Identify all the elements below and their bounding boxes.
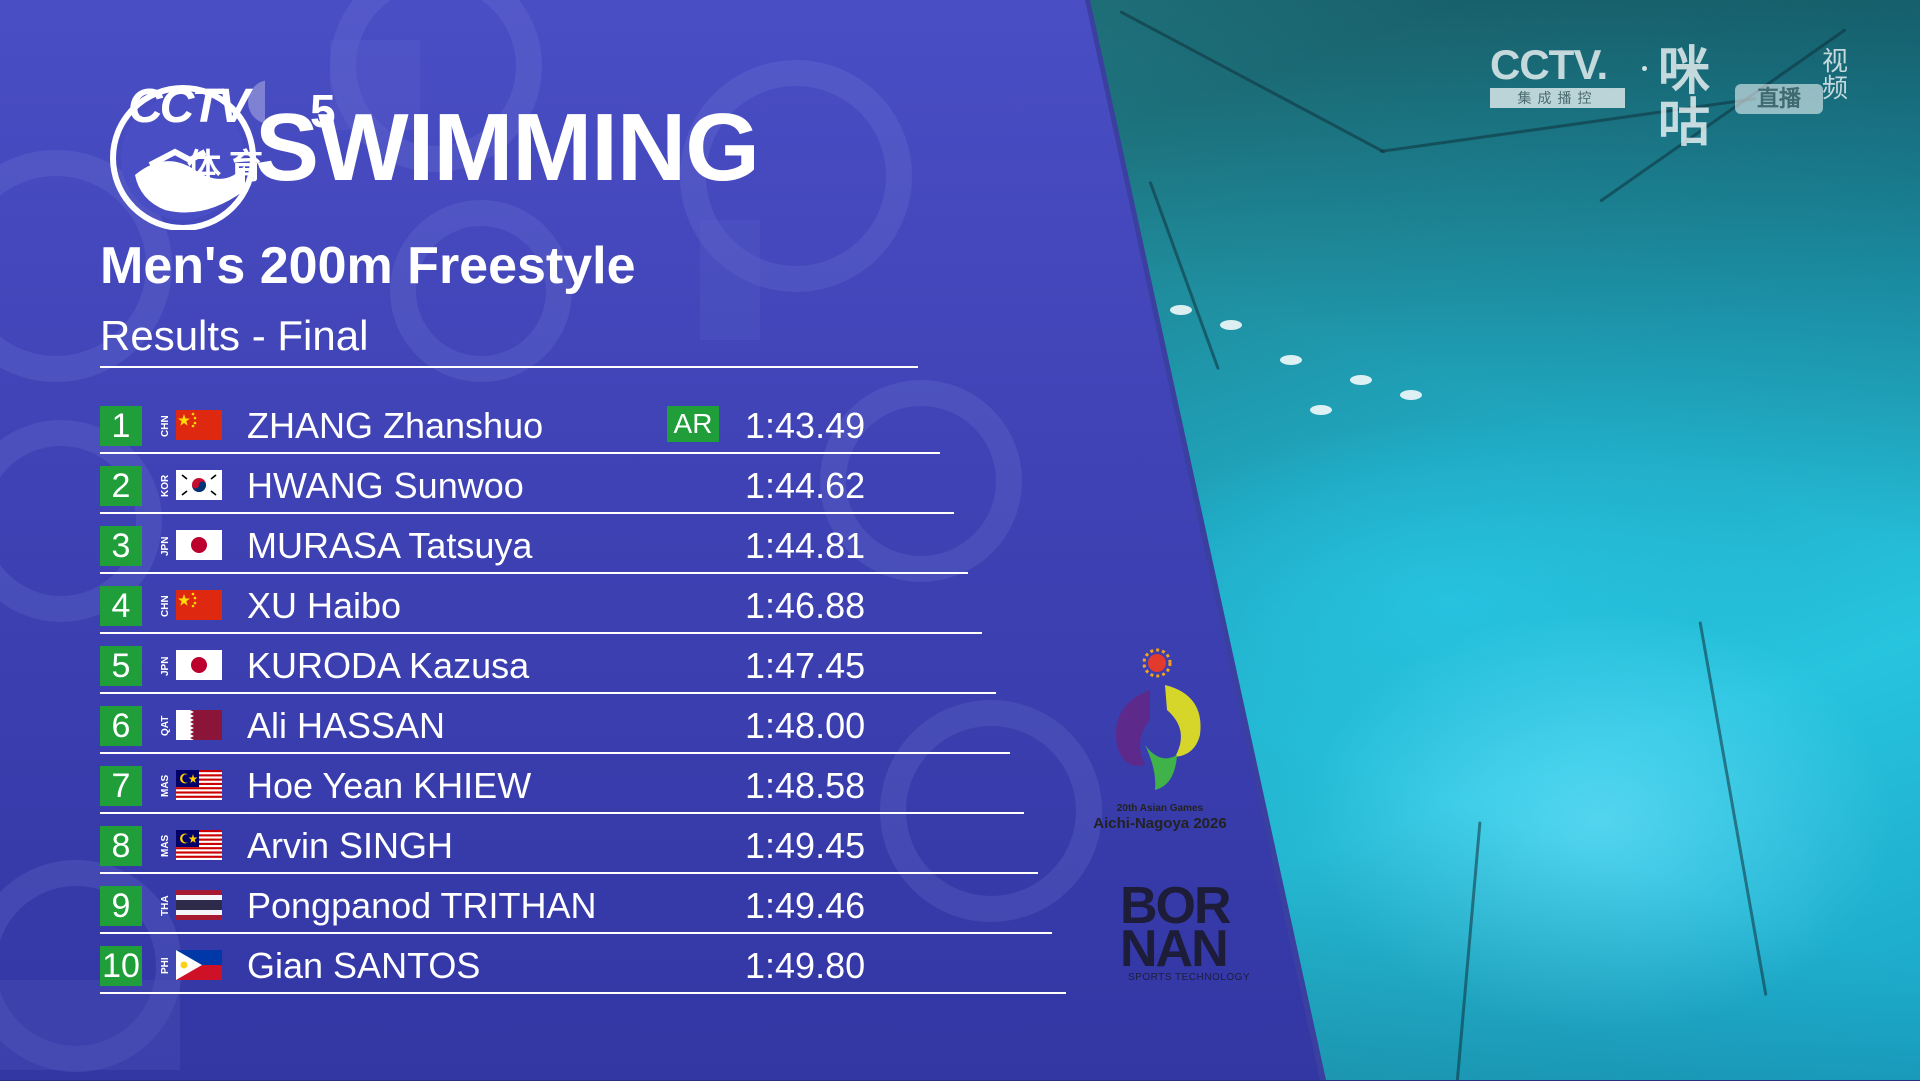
china-flag-icon (176, 410, 222, 440)
finish-time: 1:48.00 (745, 705, 866, 746)
result-row: 1 CHN ZHANG Zhanshuo AR 1:43.49 (100, 400, 1100, 460)
china-flag-icon (176, 590, 222, 620)
rank-badge: 5 (100, 646, 142, 686)
water-glint (1220, 320, 1242, 330)
result-row: 5 JPN KURODA Kazusa 1:47.45 (100, 640, 1100, 700)
noc-code: QAT (160, 715, 171, 737)
bornan-line2: NAN (1120, 919, 1229, 978)
watermark-video: 视频 (1822, 46, 1849, 104)
water-glint (1400, 390, 1422, 400)
finish-time: 1:49.80 (745, 945, 866, 986)
row-divider (100, 812, 1024, 814)
rank-badge: 2 (100, 466, 142, 506)
result-row: 6 QAT Ali HASSAN 1:48.00 (100, 700, 1100, 760)
noc-code: JPN (160, 536, 171, 556)
athlete-name: Pongpanod TRITHAN (247, 885, 597, 926)
noc-code: PHI (160, 957, 171, 975)
athlete-name: Ali HASSAN (247, 705, 446, 746)
athlete-name: MURASA Tatsuya (247, 525, 533, 566)
finish-time: 1:43.49 (745, 405, 866, 446)
asian-games-edition: 20th Asian Games (1116, 803, 1204, 814)
japan-flag-icon (176, 650, 222, 680)
channel-logo-chars: 体育 (187, 148, 271, 186)
row-divider (100, 632, 982, 634)
noc-code: JPN (160, 656, 171, 676)
noc-code: MAS (160, 834, 171, 858)
water-glint (1350, 375, 1372, 385)
row-divider (100, 452, 940, 454)
row-divider (100, 872, 1038, 874)
watermark-cctv: CCTV. (1490, 41, 1608, 88)
noc-code: THA (160, 895, 171, 917)
finish-time: 1:48.58 (745, 765, 866, 806)
rank-badge: 4 (100, 586, 142, 626)
cctv-logo-text: CCTV (128, 80, 250, 133)
result-row: 9 THA Pongpanod TRITHAN 1:49.46 (100, 880, 1100, 940)
water-glint (1170, 305, 1192, 315)
athlete-name: Gian SANTOS (247, 945, 481, 986)
philippines-flag-icon (176, 950, 222, 980)
record-badge: AR (667, 406, 719, 442)
row-divider (100, 932, 1052, 934)
finish-time: 1:46.88 (745, 585, 866, 626)
noc-code: CHN (160, 415, 171, 437)
cctv5-logo-icon (110, 80, 265, 230)
rank-badge: 6 (100, 706, 142, 746)
watermark-dot (1642, 66, 1647, 71)
finish-time: 1:44.62 (745, 465, 866, 506)
results-label: Results - Final (100, 312, 369, 359)
athlete-name: ZHANG Zhanshuo (247, 405, 544, 446)
bornan-subtitle: SPORTS TECHNOLOGY (1128, 972, 1251, 983)
qatar-flag-icon (176, 710, 222, 740)
result-row: 7 MAS Hoe Yean KHIEW 1:48.58 (100, 760, 1100, 820)
row-divider (100, 752, 1010, 754)
header-divider (100, 366, 918, 368)
athlete-name: Arvin SINGH (247, 825, 454, 866)
watermark-migu: 咪咕 (1658, 43, 1710, 153)
rank-badge: 7 (100, 766, 142, 806)
row-divider (100, 692, 996, 694)
finish-time: 1:49.45 (745, 825, 866, 866)
water-glint (1280, 355, 1302, 365)
athlete-name: Hoe Yean KHIEW (247, 765, 532, 806)
row-divider (100, 572, 968, 574)
athlete-name: HWANG Sunwoo (247, 465, 524, 506)
row-divider (100, 512, 954, 514)
result-row: 8 MAS Arvin SINGH 1:49.45 (100, 820, 1100, 880)
korea-flag-icon (176, 470, 222, 500)
row-divider (100, 992, 1066, 994)
athlete-name: XU Haibo (247, 585, 402, 626)
noc-code: KOR (160, 474, 171, 498)
result-row: 4 CHN XU Haibo 1:46.88 (100, 580, 1100, 640)
asian-games-host: Aichi-Nagoya 2026 (1093, 815, 1227, 832)
malaysia-flag-icon (176, 830, 222, 860)
rank-badge: 9 (100, 886, 142, 926)
event-title: Men's 200m Freestyle (100, 237, 636, 295)
result-row: 3 JPN MURASA Tatsuya 1:44.81 (100, 520, 1100, 580)
noc-code: MAS (160, 774, 171, 798)
result-row: 10 PHI Gian SANTOS 1:49.80 (100, 940, 1100, 1000)
finish-time: 1:47.45 (745, 645, 866, 686)
water-glint (1310, 405, 1332, 415)
bornan-line1: BOR (1120, 877, 1232, 935)
bornan-logo: BOR NAN (1120, 877, 1260, 978)
rank-badge: 1 (100, 406, 142, 446)
rank-badge: 8 (100, 826, 142, 866)
japan-flag-icon (176, 530, 222, 560)
channel-number: 5 (310, 85, 336, 137)
watermark-live-badge: 直播 (1735, 84, 1823, 114)
result-row: 2 KOR HWANG Sunwoo 1:44.62 (100, 460, 1100, 520)
rank-badge: 3 (100, 526, 142, 566)
thailand-flag-icon (176, 890, 222, 920)
sport-title: SWIMMING (255, 94, 760, 201)
finish-time: 1:44.81 (745, 525, 866, 566)
finish-time: 1:49.46 (745, 885, 866, 926)
asian-games-logo-icon (1115, 648, 1201, 790)
malaysia-flag-icon (176, 770, 222, 800)
noc-code: CHN (160, 595, 171, 617)
rank-badge: 10 (100, 946, 142, 986)
athlete-name: KURODA Kazusa (247, 645, 530, 686)
watermark-cctv-sub: 集成播控 (1490, 88, 1625, 108)
